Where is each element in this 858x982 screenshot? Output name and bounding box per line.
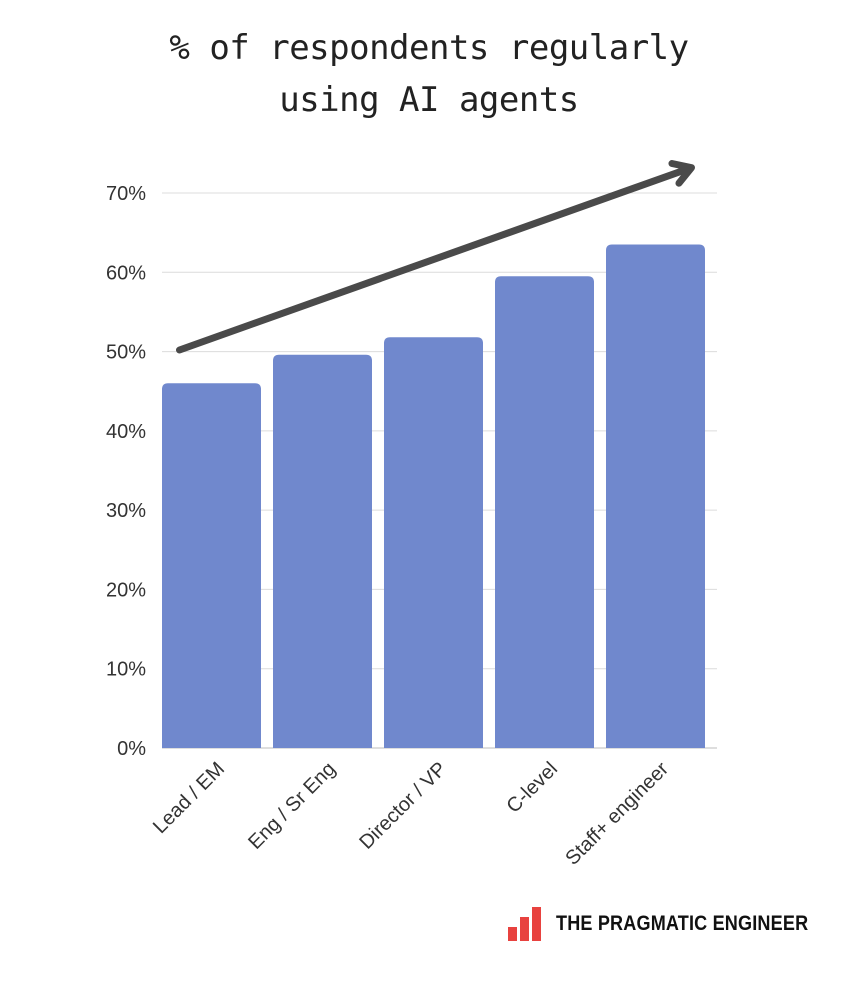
x-tick-label: Staff+ engineer bbox=[561, 758, 673, 870]
x-axis-tick-labels: Lead / EM Eng / Sr Eng Director / VP C-leve… bbox=[149, 758, 673, 870]
trend-arrow-shaft bbox=[176, 166, 688, 354]
chart-title-line-1: % of respondents regularly bbox=[169, 28, 689, 68]
x-tick-label: C-level bbox=[502, 758, 562, 818]
x-tick-label: Eng / Sr Eng bbox=[244, 758, 340, 854]
bar-director-vp bbox=[384, 337, 483, 748]
y-tick-label: 0% bbox=[117, 738, 146, 760]
y-tick-label: 50% bbox=[106, 342, 146, 364]
x-tick-label: Director / VP bbox=[355, 758, 451, 854]
bar-eng-sr-eng bbox=[273, 354, 372, 748]
y-tick-label: 70% bbox=[106, 183, 146, 205]
y-tick-label: 30% bbox=[106, 500, 146, 522]
bar-chart-logo-icon bbox=[508, 907, 546, 941]
y-tick-label: 60% bbox=[106, 262, 146, 284]
bar-lead-em bbox=[162, 383, 261, 748]
brand-footer: THE PRAGMATIC ENGINEER bbox=[508, 906, 849, 942]
y-tick-label: 40% bbox=[106, 421, 146, 443]
chart-title-line-2: using AI agents bbox=[279, 80, 579, 120]
trend-arrow-head-icon bbox=[668, 160, 695, 187]
y-tick-label: 10% bbox=[106, 659, 146, 681]
x-tick-label: Lead / EM bbox=[149, 758, 229, 838]
brand-name: THE PRAGMATIC ENGINEER bbox=[556, 912, 809, 935]
bar-c-level bbox=[495, 276, 594, 748]
bar-staff-engineer bbox=[606, 244, 705, 749]
y-axis-tick-labels: 0% 10% 20% 30% 40% 50% 60% 70% bbox=[106, 183, 146, 760]
y-tick-label: 20% bbox=[106, 579, 146, 601]
trend-arrow bbox=[176, 160, 695, 354]
bars bbox=[162, 244, 705, 749]
chart-title: % of respondents regularly using AI agen… bbox=[0, 22, 858, 126]
